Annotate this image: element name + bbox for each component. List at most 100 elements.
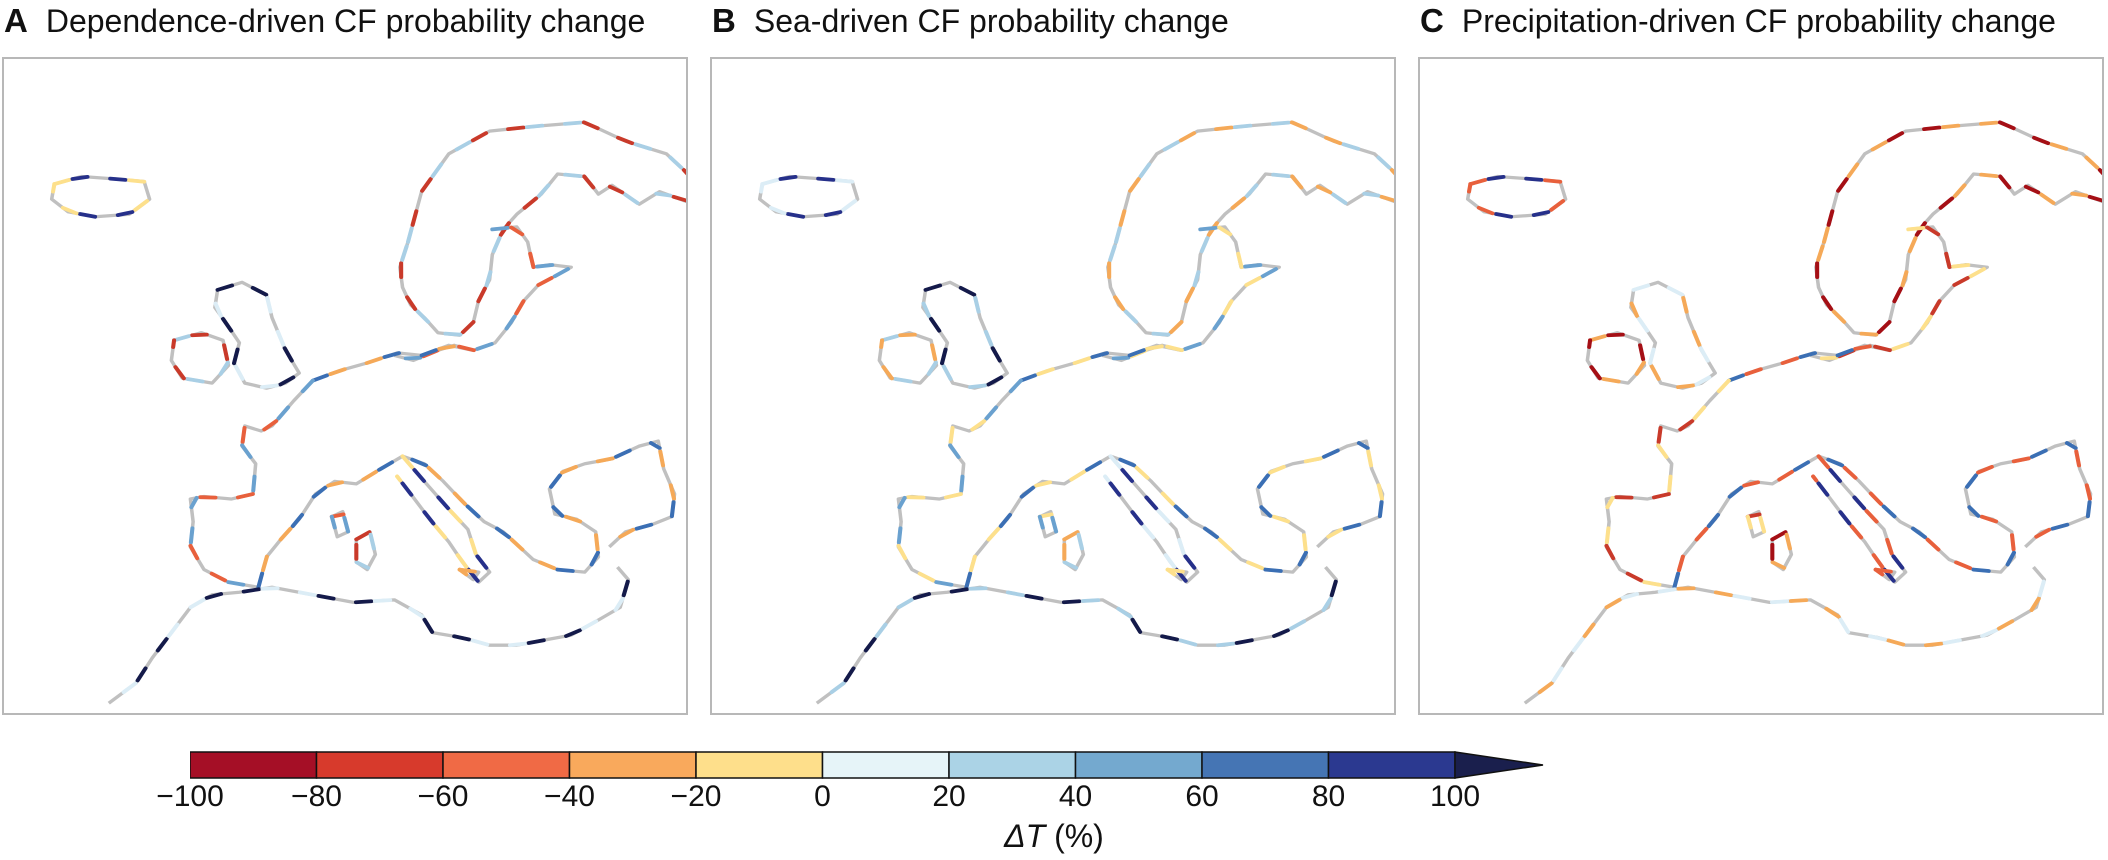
coastal-segment-marker bbox=[328, 367, 347, 376]
coastal-segment-marker bbox=[1582, 622, 1596, 638]
coastal-segment-marker bbox=[1145, 344, 1164, 351]
coastal-segment-marker bbox=[526, 638, 546, 645]
coastal-segment-marker bbox=[1604, 526, 1611, 545]
panel-c-header: C Precipitation-driven CF probability cha… bbox=[1420, 2, 2056, 42]
coastal-segment-marker bbox=[1846, 162, 1860, 179]
coastal-segment-marker bbox=[275, 329, 286, 347]
coastal-segment-marker bbox=[1034, 480, 1053, 488]
coastal-segment-marker bbox=[1290, 174, 1304, 190]
coastal-segment-marker bbox=[1118, 209, 1127, 227]
coastline-segment bbox=[395, 455, 492, 584]
coastal-segment-marker bbox=[896, 526, 903, 545]
coastal-segment-marker bbox=[297, 590, 317, 598]
coastal-segment-marker bbox=[2085, 500, 2092, 519]
coastal-segment-marker bbox=[1716, 378, 1731, 394]
coastal-segment-marker bbox=[1667, 474, 1673, 493]
coastal-segment-marker bbox=[1376, 155, 1392, 170]
coastal-segment-marker bbox=[562, 120, 583, 126]
coastal-segment-marker bbox=[973, 296, 981, 314]
coastal-segment-marker bbox=[863, 637, 877, 653]
coastal-segment-marker bbox=[1604, 543, 1616, 561]
coastal-segment-marker bbox=[880, 334, 899, 343]
coastal-segment-marker bbox=[1838, 617, 1851, 634]
coastal-segment-marker bbox=[452, 491, 468, 506]
coastal-segment-marker bbox=[1134, 465, 1150, 480]
coastal-segment-marker bbox=[514, 299, 526, 316]
coastal-segment-marker bbox=[669, 500, 676, 519]
coastal-segment-marker bbox=[460, 320, 476, 335]
panel-a-title: Dependence-driven CF probability change bbox=[45, 3, 646, 39]
coastal-segment-marker bbox=[278, 375, 296, 387]
coastal-segment-marker bbox=[2037, 579, 2046, 598]
coastal-segment-marker bbox=[912, 592, 932, 600]
colorbar-segment bbox=[1074, 751, 1203, 779]
colorbar-tick: 80 bbox=[1311, 780, 1346, 813]
coastal-segment-marker bbox=[1130, 617, 1143, 634]
coastal-segment-marker bbox=[1836, 177, 1849, 193]
coastal-segment-marker bbox=[1342, 522, 1362, 531]
coastal-segment-marker bbox=[215, 283, 235, 292]
coastal-segment-marker bbox=[786, 212, 806, 219]
coastal-segment-marker bbox=[2084, 483, 2093, 501]
coastline-segment bbox=[1814, 120, 2102, 337]
coastal-segment-marker bbox=[879, 338, 885, 349]
coastal-segment-marker bbox=[2039, 192, 2056, 205]
coastal-segment-marker bbox=[1952, 276, 1970, 287]
coastal-segment-marker bbox=[220, 316, 234, 333]
coastal-segment-marker bbox=[928, 316, 942, 333]
coastal-segment-marker bbox=[1930, 299, 1942, 316]
coastal-segment-marker bbox=[1891, 342, 1910, 351]
colorbar-segment bbox=[190, 751, 318, 779]
coastal-segment-marker bbox=[241, 587, 261, 594]
coastal-segment-marker bbox=[564, 628, 582, 638]
coastal-segment-marker bbox=[968, 554, 977, 573]
coastal-segment-marker bbox=[1906, 225, 1926, 232]
coastal-segment-marker bbox=[437, 344, 456, 351]
colorbar-tick: 40 bbox=[1058, 780, 1093, 813]
coastal-segment-marker bbox=[1061, 599, 1082, 605]
coastal-segment-marker bbox=[1486, 175, 1506, 181]
coastal-segment-marker bbox=[1271, 514, 1291, 524]
coastal-segment-marker bbox=[310, 373, 329, 383]
coastal-segment-marker bbox=[1160, 634, 1180, 642]
coastal-segment-marker bbox=[1692, 405, 1707, 421]
coastal-segment-marker bbox=[1050, 515, 1059, 534]
coastal-segment-marker bbox=[948, 425, 955, 444]
coastal-segment-marker bbox=[1952, 183, 1967, 198]
coastal-segment-marker bbox=[1907, 236, 1918, 254]
coastal-segment-marker bbox=[290, 512, 305, 528]
coastal-segment-marker bbox=[538, 560, 557, 571]
coastal-segment-marker bbox=[1036, 367, 1055, 376]
coastal-segment-marker bbox=[171, 338, 177, 349]
coastal-segment-marker bbox=[436, 495, 451, 511]
coastal-segment-marker bbox=[964, 571, 973, 590]
coastal-segment-marker bbox=[1543, 178, 1563, 184]
coastal-segment-marker bbox=[1531, 210, 1551, 218]
colorbar-label: ΔT (%) bbox=[954, 818, 1154, 855]
coastal-segment-marker bbox=[1656, 425, 1663, 444]
panel-c-title: Precipitation-driven CF probability chan… bbox=[1461, 3, 2056, 39]
coastal-segment-marker bbox=[943, 492, 963, 500]
coastal-segment-marker bbox=[60, 205, 79, 216]
coastal-segment-marker bbox=[1302, 533, 1308, 552]
coastal-segment-marker bbox=[222, 343, 230, 361]
coastal-segment-marker bbox=[551, 505, 565, 518]
colorbar-tick: −60 bbox=[417, 780, 469, 813]
coastal-segment-marker bbox=[1341, 142, 1361, 151]
coastal-segment-marker bbox=[1260, 267, 1278, 279]
coastal-segment-marker bbox=[595, 456, 615, 464]
colorbar-segment bbox=[821, 751, 950, 779]
coastal-segment-marker bbox=[213, 301, 223, 318]
panel-a-coastline-map bbox=[49, 120, 686, 705]
coastal-segment-marker bbox=[190, 332, 209, 338]
coastal-segment-marker bbox=[1162, 140, 1180, 152]
coastal-segment-marker bbox=[457, 567, 469, 577]
coastal-segment-marker bbox=[1289, 120, 1308, 131]
coastal-segment-marker bbox=[50, 182, 57, 194]
coastal-segment-marker bbox=[1793, 460, 1811, 472]
coastal-segment-marker bbox=[549, 473, 562, 489]
coastal-segment-marker bbox=[949, 587, 969, 594]
coastal-segment-marker bbox=[1173, 504, 1189, 519]
coastal-segment-marker bbox=[1826, 457, 1845, 468]
colorbar-tick: 60 bbox=[1185, 780, 1219, 813]
